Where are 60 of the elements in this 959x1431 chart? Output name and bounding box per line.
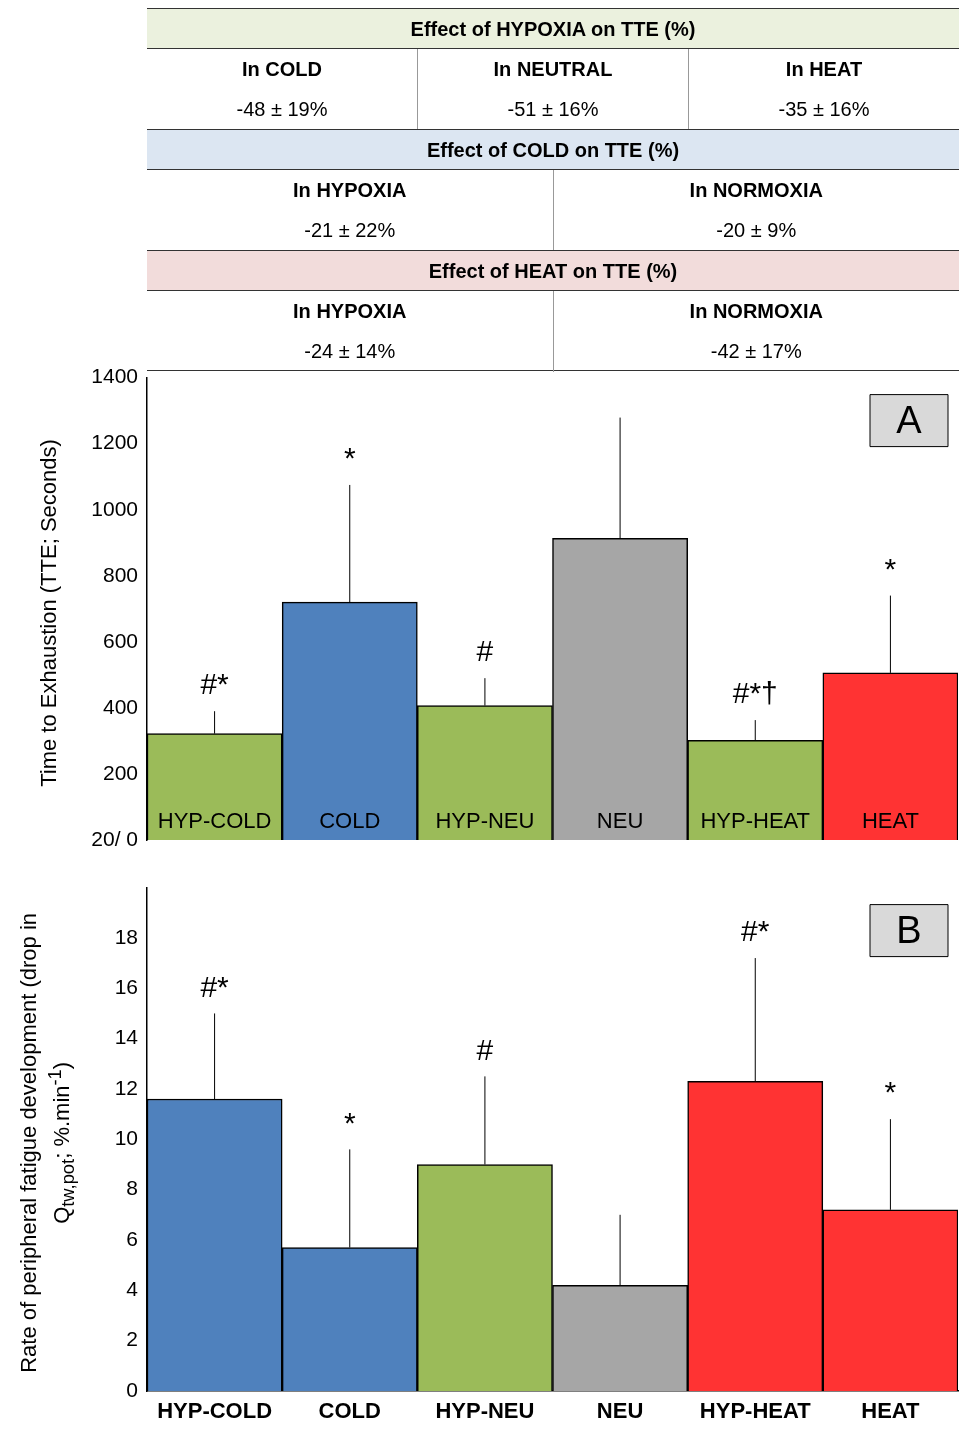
- x-tick-label: HYP-NEU: [435, 808, 535, 834]
- text: -51 ± 16%: [506, 97, 600, 122]
- text: In COLD: [241, 57, 323, 82]
- y-tick-label: 600: [102, 628, 138, 652]
- y-tick-label: 1200: [91, 430, 138, 454]
- y-tick-label: 6: [126, 1226, 138, 1250]
- annotation: *: [343, 1105, 356, 1139]
- text: -24 ± 14%: [303, 339, 397, 364]
- text: Effect of COLD on TTE (%): [147, 130, 959, 170]
- annotation: *: [343, 441, 356, 475]
- text: -42 ± 17%: [709, 339, 803, 364]
- x-tick-label: COLD: [318, 1398, 381, 1424]
- x-tick-label: HYP-HEAT: [699, 1398, 812, 1424]
- text: In NORMOXIA: [688, 178, 824, 203]
- y-tick-label: 16: [114, 975, 138, 999]
- y-tick-label: 18: [114, 924, 138, 948]
- text: -35 ± 16%: [777, 97, 871, 122]
- y-tick-label: 200: [102, 760, 138, 784]
- y-tick-label: 12: [114, 1075, 138, 1099]
- annotation: #*†: [732, 676, 778, 710]
- y-tick-label: 20/ 0: [91, 826, 138, 850]
- text: In HYPOXIA: [292, 178, 408, 203]
- text: -20 ± 9%: [715, 218, 798, 243]
- y-tick-label: 8: [126, 1176, 138, 1200]
- text: In NORMOXIA: [688, 299, 824, 324]
- y-tick-label: 1000: [91, 496, 138, 520]
- y-tick-label: 800: [102, 562, 138, 586]
- y-tick-label: 2: [126, 1327, 138, 1351]
- x-tick-label: HYP-COLD: [157, 808, 272, 834]
- text: In HYPOXIA: [292, 299, 408, 324]
- x-tick-label: HEAT: [861, 808, 919, 834]
- x-tick-label: NEU: [596, 1398, 644, 1424]
- y-axis-title: Time to Exhaustion (TTE; Seconds): [35, 437, 61, 789]
- y-tick-label: 0: [126, 1377, 138, 1401]
- annotation: *: [884, 1075, 897, 1109]
- y-tick-label: 400: [102, 694, 138, 718]
- annotation: #: [476, 634, 494, 668]
- annotation: #*: [200, 667, 230, 701]
- x-tick-label: HEAT: [861, 1398, 921, 1424]
- x-tick-label: HYP-NEU: [435, 1398, 535, 1424]
- annotation: #*: [200, 969, 230, 1003]
- annotation: #*: [741, 914, 770, 948]
- text: In HEAT: [784, 57, 864, 82]
- x-tick-label: HYP-HEAT: [700, 808, 811, 834]
- text: -48 ± 19%: [235, 97, 329, 122]
- x-tick-label: NEU: [596, 808, 644, 834]
- annotation: A: [896, 399, 923, 442]
- text: Effect of HYPOXIA on TTE (%): [147, 9, 959, 49]
- y-tick-label: 1400: [91, 364, 138, 388]
- annotation: B: [896, 909, 922, 952]
- text: -21 ± 22%: [303, 218, 397, 243]
- annotation: #: [476, 1032, 494, 1066]
- text: In NEUTRAL: [492, 57, 614, 82]
- y-tick-label: 14: [114, 1025, 139, 1049]
- y-tick-label: 4: [126, 1277, 139, 1301]
- y-tick-label: 10: [114, 1126, 138, 1150]
- x-tick-label: HYP-COLD: [157, 1398, 273, 1424]
- annotation: *: [884, 551, 897, 585]
- x-tick-label: COLD: [319, 808, 381, 834]
- text: Effect of HEAT on TTE (%): [147, 251, 959, 291]
